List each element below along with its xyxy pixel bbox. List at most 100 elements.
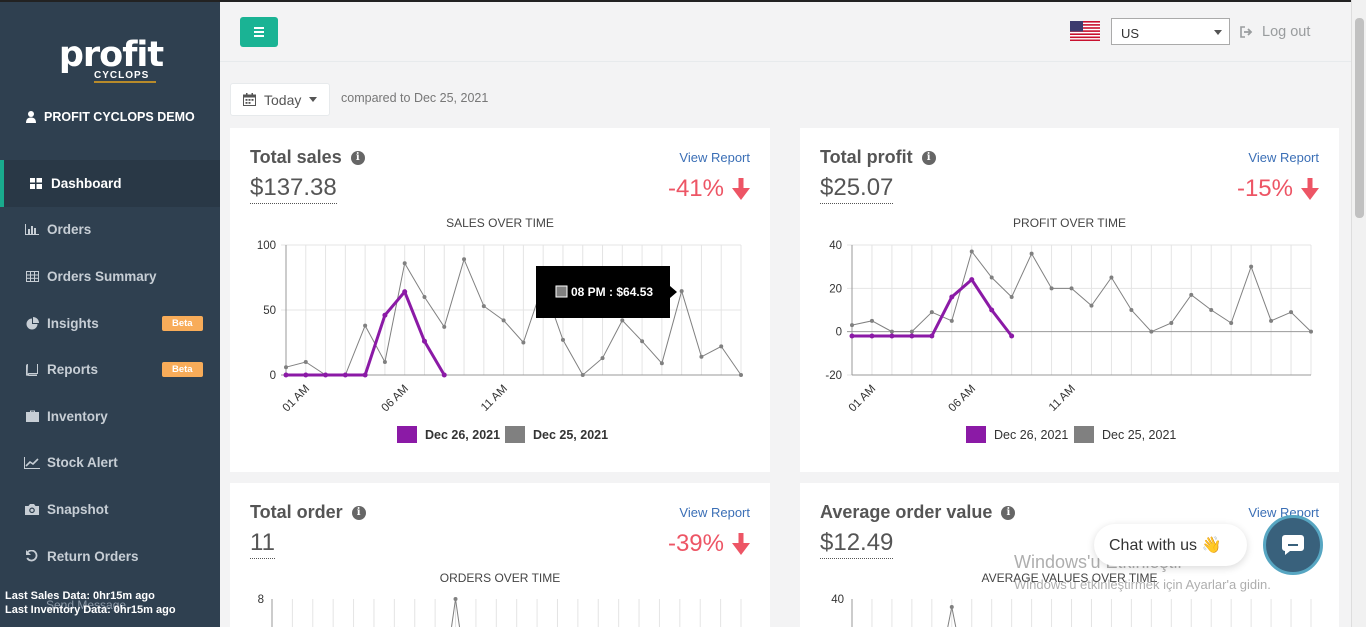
info-icon[interactable]: i (921, 150, 936, 165)
data-point (362, 372, 368, 378)
sidebar: profit CYCLOPS PROFIT CYCLOPS DEMO Dashb… (0, 0, 220, 627)
chart-title: SALES OVER TIME (446, 216, 554, 230)
view-report-link[interactable]: View Report (679, 150, 750, 165)
sidebar-item-orders-summary[interactable]: Orders Summary (0, 253, 220, 300)
sidebar-item-stock-alert[interactable]: Stock Alert (0, 440, 220, 487)
sidebar-item-orders[interactable]: Orders (0, 207, 220, 254)
card-title: Total profit i (820, 147, 936, 168)
card-title: Total sales i (250, 147, 365, 168)
data-point (382, 312, 388, 318)
menu-toggle-button[interactable] (240, 17, 278, 47)
card-title-text: Total sales (250, 147, 342, 167)
data-point (1249, 264, 1254, 269)
last-sales-data: Last Sales Data: 0hr15m ago (5, 590, 155, 602)
data-point (659, 361, 664, 366)
data-point (422, 295, 427, 299)
legend-label: Dec 26, 2021 (425, 428, 500, 442)
arrow-down-icon (732, 533, 750, 555)
user-profile[interactable]: PROFIT CYCLOPS DEMO (26, 110, 195, 124)
profit-chart[interactable]: -20 0 20 40 01 AM 06 AM 11 AM Dec 26, 2021 Dec 2… (800, 232, 1339, 472)
camera-icon (24, 503, 40, 516)
data-point (640, 339, 645, 344)
scrollbar-thumb[interactable] (1355, 18, 1364, 218)
data-point (283, 372, 289, 378)
sidebar-item-return-orders[interactable]: Return Orders (0, 533, 220, 580)
total-profit-value: $25.07 (820, 173, 894, 204)
x-tick-label: 11 AM (479, 383, 510, 414)
view-report-link[interactable]: View Report (679, 505, 750, 520)
chat-launcher-button[interactable] (1263, 515, 1323, 575)
logout-label: Log out (1262, 24, 1311, 40)
chart-tooltip (536, 266, 677, 318)
view-report-link[interactable]: View Report (1248, 150, 1319, 165)
caret-down-icon (309, 97, 318, 102)
data-point (1289, 310, 1294, 315)
data-point (869, 333, 875, 339)
data-point (1009, 295, 1014, 299)
country-select-value: US (1121, 26, 1140, 41)
data-point (402, 261, 407, 266)
y-tick-label: 50 (263, 305, 276, 317)
x-tick-label: 06 AM (947, 383, 979, 415)
sidebar-item-label: Reports (47, 362, 99, 378)
info-icon[interactable]: i (1001, 505, 1016, 520)
sales-chart[interactable]: 0 50 100 01 AM 06 AM 11 AM Dec 26, 2021 Dec 25,… (230, 232, 770, 472)
us-flag-icon (1070, 21, 1100, 41)
data-point (1129, 308, 1134, 312)
orders-chart[interactable]: 8 (230, 587, 770, 627)
sidebar-item-snapshot[interactable]: Snapshot (0, 486, 220, 533)
chat-invite-bubble[interactable]: Chat with us 👋 (1094, 524, 1247, 566)
data-point (560, 337, 565, 342)
change-percent-text: -41% (667, 175, 724, 202)
data-point (481, 304, 486, 309)
data-point (442, 324, 447, 329)
logo-main-text: profit (58, 35, 164, 75)
data-point (303, 360, 308, 364)
briefcase-icon (24, 410, 40, 423)
data-point (969, 277, 975, 283)
legend-swatch (505, 426, 525, 443)
book-icon (24, 363, 40, 376)
pie-chart-icon (24, 316, 40, 330)
data-point (462, 257, 467, 262)
tooltip-swatch (555, 285, 568, 298)
info-icon[interactable]: i (351, 505, 366, 520)
data-point (909, 329, 914, 334)
country-select[interactable]: US (1111, 18, 1230, 45)
sidebar-item-inventory[interactable]: Inventory (0, 393, 220, 440)
data-point (850, 323, 854, 328)
sidebar-item-label: Inventory (47, 408, 108, 424)
line-chart-icon (24, 456, 40, 469)
logo[interactable]: profit CYCLOPS (56, 38, 166, 83)
arrow-down-icon (1301, 178, 1319, 200)
sidebar-item-reports[interactable]: Reports Beta (0, 346, 220, 393)
sidebar-item-label: Orders (47, 222, 92, 238)
legend-swatch (966, 426, 986, 443)
sidebar-item-dashboard[interactable]: Dashboard (0, 160, 220, 207)
sidebar-item-label: Dashboard (51, 175, 122, 191)
page-scrollbar[interactable] (1351, 0, 1366, 627)
logout-link[interactable]: Log out (1240, 24, 1310, 40)
send-message-link[interactable]: Send Message (46, 598, 127, 612)
data-point (1069, 286, 1074, 291)
y-tick-label: -20 (825, 370, 842, 382)
y-tick-label: 20 (829, 283, 842, 295)
data-point (1089, 303, 1094, 308)
average-values-chart[interactable]: 40 (800, 587, 1339, 627)
data-point (1209, 308, 1214, 312)
tooltip-text: 08 PM : $64.53 (571, 285, 653, 299)
data-point (1229, 321, 1234, 325)
sidebar-item-insights[interactable]: Insights Beta (0, 300, 220, 347)
change-percent: -41% (668, 175, 750, 203)
sidebar-item-label: Stock Alert (47, 455, 118, 471)
data-point (739, 373, 743, 377)
date-range-button[interactable]: Today (230, 83, 330, 116)
data-point (869, 318, 874, 323)
change-percent-text: -39% (667, 530, 724, 557)
series-line-dec-25 (451, 598, 457, 627)
data-point (849, 333, 855, 339)
x-tick-label: 11 AM (1047, 383, 1078, 414)
data-point (501, 318, 506, 323)
y-tick-label: 40 (831, 594, 844, 606)
info-icon[interactable]: i (350, 150, 365, 165)
